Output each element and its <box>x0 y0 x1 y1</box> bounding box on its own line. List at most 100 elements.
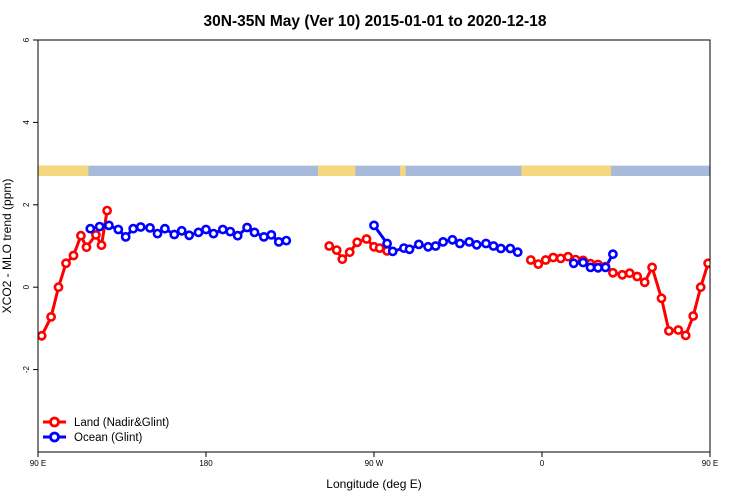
ocean-data-point <box>454 238 465 249</box>
land-data-point <box>540 255 551 265</box>
land-data-point <box>374 243 385 253</box>
land-data-point <box>91 229 101 240</box>
ocean-data-point <box>438 236 448 247</box>
ocean-series-line <box>732 225 750 237</box>
land-data-point <box>361 234 372 244</box>
ocean-data-point <box>600 262 611 273</box>
legend-land-marker <box>49 416 60 428</box>
land-band-segment <box>318 165 356 176</box>
ocean-data-point <box>471 239 482 250</box>
ocean-data-point <box>568 258 579 269</box>
ocean-data-point <box>430 241 441 251</box>
land-data-point <box>337 254 348 265</box>
ocean-data-point <box>176 225 187 236</box>
ocean-data-point <box>578 257 588 268</box>
y-tick-label: 6 <box>22 37 31 42</box>
ocean-data-point <box>201 224 211 235</box>
ocean-data-point <box>85 223 96 234</box>
land-data-point <box>38 330 47 341</box>
ocean-data-point <box>193 227 204 238</box>
ocean-data-point <box>464 236 475 247</box>
land-data-point <box>563 251 573 262</box>
ocean-data-point <box>404 244 415 255</box>
ocean-band <box>38 165 710 176</box>
land-ocean-band <box>38 165 710 176</box>
land-data-point <box>703 258 710 269</box>
y-tick-label: 0 <box>22 284 31 289</box>
land-data-point <box>76 230 86 241</box>
land-data-point <box>734 231 741 238</box>
ocean-data-point <box>413 239 424 250</box>
land-data-point <box>712 252 719 259</box>
land-band-segment <box>400 165 406 176</box>
land-data-point <box>331 245 342 255</box>
ocean-data-point <box>273 236 284 247</box>
y-tick-label: 4 <box>22 120 31 125</box>
land-data-point <box>352 237 363 248</box>
land-data-point <box>102 205 112 216</box>
ocean-data-point <box>447 234 458 245</box>
land-data-point <box>647 262 657 273</box>
y-axis: -2 0 2 4 6 <box>22 37 38 373</box>
x-tick-label: 90 E <box>702 459 718 468</box>
x-tick-label: 90 W <box>365 459 384 468</box>
y-tick-label: 2 <box>22 202 31 207</box>
legend-ocean-label: Ocean (Glint) <box>74 432 143 444</box>
land-data-point <box>695 282 706 293</box>
land-data-point <box>81 242 92 253</box>
land-data-point <box>525 255 536 265</box>
ocean-data-point <box>738 223 745 230</box>
land-data-point <box>656 293 667 304</box>
ocean-data-point <box>242 222 252 233</box>
ocean-data-point <box>217 224 228 235</box>
legend-ocean-marker <box>49 431 60 443</box>
ocean-data-point <box>113 224 124 235</box>
land-data-point <box>725 244 732 251</box>
x-tick-label: 90 E <box>30 459 46 468</box>
ocean-data-point <box>184 230 195 241</box>
ocean-data-point <box>729 225 736 232</box>
ocean-data-point <box>281 235 292 246</box>
ocean-data-point <box>225 226 236 237</box>
ocean-data-point <box>104 220 114 231</box>
land-data-point <box>673 325 684 335</box>
ocean-data-point <box>387 246 398 257</box>
series-points <box>38 205 750 341</box>
land-band-segment <box>38 165 89 176</box>
ocean-data-point <box>159 223 170 234</box>
ocean-data-point <box>232 230 243 241</box>
ocean-data-point <box>169 229 180 240</box>
ocean-data-point <box>266 229 277 240</box>
ocean-data-point <box>512 247 523 258</box>
legend: Land (Nadir&Glint) Ocean (Glint) <box>43 416 169 444</box>
land-data-point <box>688 311 699 321</box>
land-data-point <box>617 269 628 280</box>
ocean-data-point <box>505 243 516 254</box>
land-data-point <box>324 241 335 251</box>
land-series-line <box>40 210 109 337</box>
chart-title: 30N-35N May (Ver 10) 2015-01-01 to 2020-… <box>204 13 547 30</box>
ocean-data-point <box>608 249 618 260</box>
x-axis-label: Longitude (deg E) <box>326 477 421 491</box>
land-data-point <box>53 282 64 293</box>
land-data-point <box>96 240 107 251</box>
ocean-data-point <box>258 231 269 242</box>
ocean-data-point <box>585 262 596 273</box>
land-data-point <box>624 268 635 279</box>
ocean-data-point <box>744 229 750 236</box>
land-data-point <box>608 267 618 278</box>
land-data-point <box>46 311 56 322</box>
ocean-data-point <box>481 238 491 249</box>
ocean-data-point <box>382 238 392 249</box>
land-data-point <box>548 252 559 263</box>
x-tick-label: 180 <box>199 459 213 468</box>
ocean-data-point <box>495 243 506 254</box>
ocean-data-point <box>145 222 155 233</box>
land-data-point <box>664 325 674 336</box>
land-data-point <box>720 232 727 239</box>
land-data-point <box>680 330 691 341</box>
ocean-data-point <box>249 227 260 238</box>
ocean-data-point <box>152 228 163 239</box>
land-data-point <box>746 207 750 214</box>
